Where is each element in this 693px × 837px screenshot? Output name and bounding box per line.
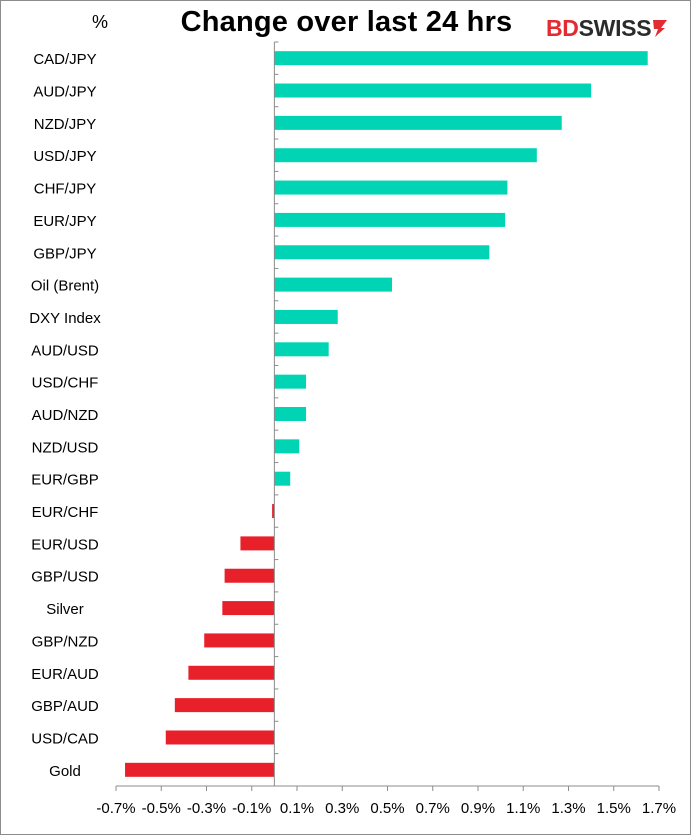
category-label: GBP/AUD: [31, 698, 99, 715]
value-tick-label: 0.9%: [461, 800, 495, 817]
category-label: DXY Index: [29, 310, 101, 327]
bar: [274, 277, 393, 292]
category-label: GBP/NZD: [32, 633, 99, 650]
bar: [274, 407, 307, 421]
category-label: Silver: [46, 601, 84, 618]
bar: [274, 245, 490, 260]
category-label: GBP/USD: [31, 569, 99, 586]
category-label: EUR/USD: [31, 536, 99, 553]
category-label: Gold: [49, 763, 81, 780]
value-tick-label: 0.1%: [280, 800, 314, 817]
category-label: NZD/JPY: [34, 116, 97, 133]
value-tick-label: 1.3%: [551, 800, 585, 817]
value-tick-label: -0.7%: [96, 800, 135, 817]
category-label: NZD/USD: [32, 439, 99, 456]
category-label: USD/JPY: [33, 148, 96, 165]
category-label: EUR/JPY: [33, 213, 96, 230]
bar: [204, 633, 275, 648]
bar: [174, 698, 275, 713]
bar: [125, 762, 275, 777]
category-label: Oil (Brent): [31, 278, 99, 295]
bar: [272, 504, 275, 519]
unit-label: %: [92, 12, 109, 32]
bar: [274, 212, 506, 227]
category-label: EUR/GBP: [31, 472, 99, 489]
category-label: AUD/JPY: [33, 84, 96, 101]
bar: [274, 374, 307, 389]
bar: [274, 180, 508, 195]
category-label: AUD/NZD: [32, 407, 99, 424]
bar: [274, 51, 648, 66]
bar: [274, 342, 329, 357]
bar: [274, 439, 300, 454]
bar: [274, 471, 291, 486]
category-label: CAD/JPY: [33, 51, 96, 68]
category-label: CHF/JPY: [34, 181, 97, 198]
value-tick-label: 0.7%: [416, 800, 450, 817]
bar: [188, 665, 275, 680]
bar: [274, 115, 562, 130]
bar: [240, 536, 275, 551]
bar: [274, 83, 592, 98]
category-label: AUD/USD: [31, 342, 99, 359]
category-label: USD/CHF: [32, 375, 99, 392]
logo-arrow-icon: [653, 20, 667, 37]
value-tick-label: -0.1%: [232, 800, 271, 817]
value-tick-label: 1.5%: [597, 800, 631, 817]
value-tick-label: 0.5%: [370, 800, 404, 817]
value-tick-label: -0.3%: [187, 800, 226, 817]
chart-title: Change over last 24 hrs: [180, 6, 513, 38]
category-label: GBP/JPY: [33, 245, 96, 262]
category-label: USD/CAD: [31, 730, 99, 747]
bar: [274, 309, 338, 324]
value-tick-label: 0.3%: [325, 800, 359, 817]
bdswiss-logo: BDSWISS: [546, 15, 667, 43]
bar: [165, 730, 275, 745]
logo-suffix: SWISS: [578, 15, 652, 41]
category-label: EUR/CHF: [32, 504, 99, 521]
value-tick-label: 1.1%: [506, 800, 540, 817]
category-label: EUR/AUD: [31, 666, 99, 683]
bar: [224, 568, 275, 583]
bar: [274, 148, 537, 163]
value-tick-label: -0.5%: [142, 800, 181, 817]
bar: [222, 601, 275, 616]
logo-prefix: BD: [546, 15, 579, 41]
value-tick-label: 1.7%: [642, 800, 676, 817]
